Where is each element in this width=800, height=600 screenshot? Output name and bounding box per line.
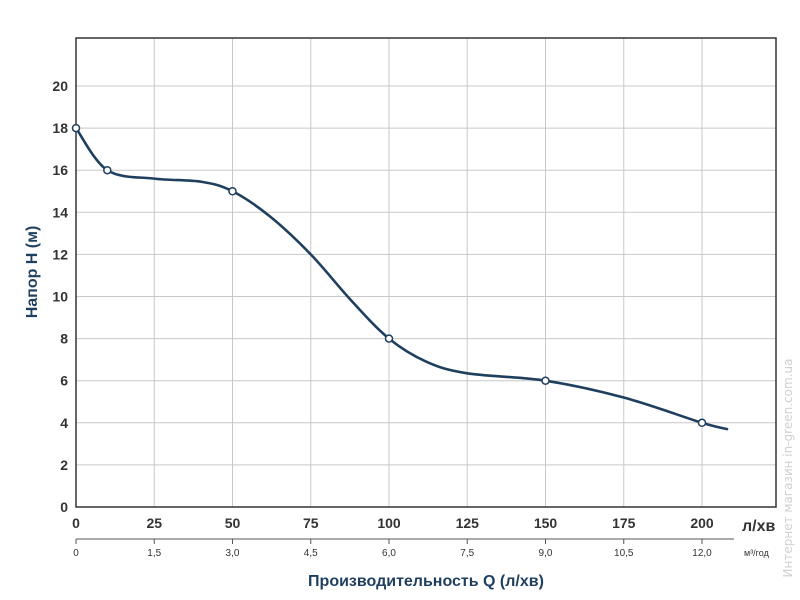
x2-tick-label: 4,5 (304, 548, 318, 559)
x-tick-label: 150 (534, 515, 558, 531)
plot-frame (75, 37, 777, 508)
y-tick-label: 6 (60, 373, 68, 389)
x2-tick-label: 7,5 (460, 548, 474, 559)
x-tick-label: 100 (377, 515, 401, 531)
watermark: Интернет магазин in-green.com.ua (781, 359, 795, 578)
x-axis-title: Производительность Q (л/хв) (308, 573, 544, 590)
data-point (384, 334, 394, 343)
x2-tick-label: 9,0 (539, 548, 553, 559)
y-tick-label: 12 (52, 246, 68, 262)
x-tick-label: 50 (225, 515, 241, 531)
x-tick-label: 75 (303, 515, 319, 531)
x2-tick-label: 10,5 (614, 548, 634, 559)
x2-tick-label: 1,5 (147, 548, 161, 559)
y-tick-label: 0 (60, 499, 68, 515)
x2-axis-ticks: 0 1,5 3,0 4,5 6,0 7,5 9,0 10,5 12,0 (73, 539, 712, 559)
y-tick-label: 4 (60, 415, 68, 431)
x-axis-ticks: 0 25 50 75 100 125 150 175 200 (72, 515, 714, 531)
x2-tick-label: 0 (73, 548, 79, 559)
y-tick-label: 8 (60, 331, 68, 347)
x-axis-unit: л/хв (742, 518, 776, 535)
x-tick-label: 25 (146, 515, 162, 531)
x-tick-label: 125 (456, 515, 480, 531)
y-tick-label: 18 (52, 120, 68, 136)
x-tick-label: 175 (612, 515, 636, 531)
data-point (541, 376, 550, 385)
data-point (228, 187, 237, 196)
series-line (74, 126, 729, 431)
data-point (71, 123, 81, 133)
x2-tick-label: 6,0 (382, 548, 396, 559)
y-tick-label: 16 (52, 162, 68, 178)
grid (76, 38, 776, 507)
data-point (697, 418, 707, 428)
x2-tick-label: 3,0 (226, 548, 240, 559)
data-point (103, 165, 112, 175)
x2-tick-label: 12,0 (692, 548, 712, 559)
y-tick-label: 20 (52, 78, 68, 94)
y-tick-label: 10 (52, 289, 68, 305)
y-tick-label: 2 (60, 457, 68, 473)
x-tick-label: 0 (72, 515, 80, 531)
series-markers (71, 123, 707, 428)
y-axis-ticks: 0 2 4 6 8 10 12 14 16 18 20 (52, 78, 68, 515)
x-tick-label: 200 (690, 515, 714, 531)
y-axis-title: Напор H (м) (24, 226, 41, 319)
x2-axis-unit: м³/год (744, 548, 770, 558)
y-tick-label: 14 (52, 204, 68, 220)
